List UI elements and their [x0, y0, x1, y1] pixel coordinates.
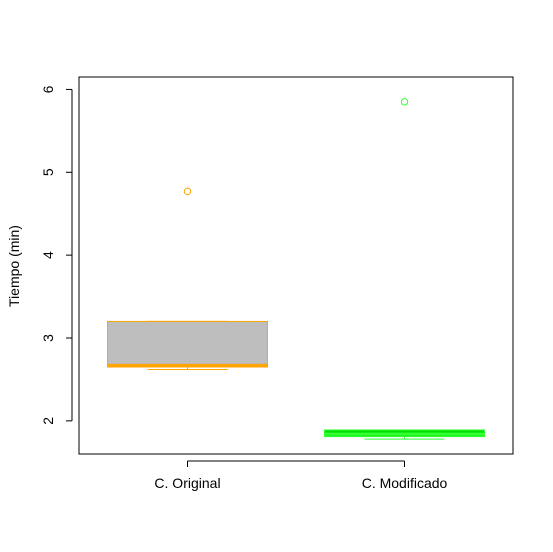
y-axis-label: Tiempo (min): [6, 225, 22, 307]
y-tick-label: 6: [40, 85, 56, 93]
outlier-point: [400, 98, 409, 106]
box-0: [107, 187, 268, 370]
plot-frame: [78, 76, 514, 455]
y-tick-label: 3: [40, 334, 56, 342]
outlier-point: [183, 187, 192, 196]
y-tick-label: 5: [40, 168, 56, 176]
boxes-layer: [107, 98, 485, 440]
y-tick-label: 2: [40, 417, 56, 425]
y-tick-label: 4: [40, 251, 56, 259]
x-tick-label: C. Modificado: [362, 475, 448, 491]
box-body: [107, 320, 268, 368]
x-tick-label: C. Original: [154, 475, 220, 491]
y-axis: 2 3 4 5 6: [40, 85, 73, 425]
x-axis: C. Original C. Modificado: [154, 460, 448, 491]
box-1: [324, 98, 485, 440]
